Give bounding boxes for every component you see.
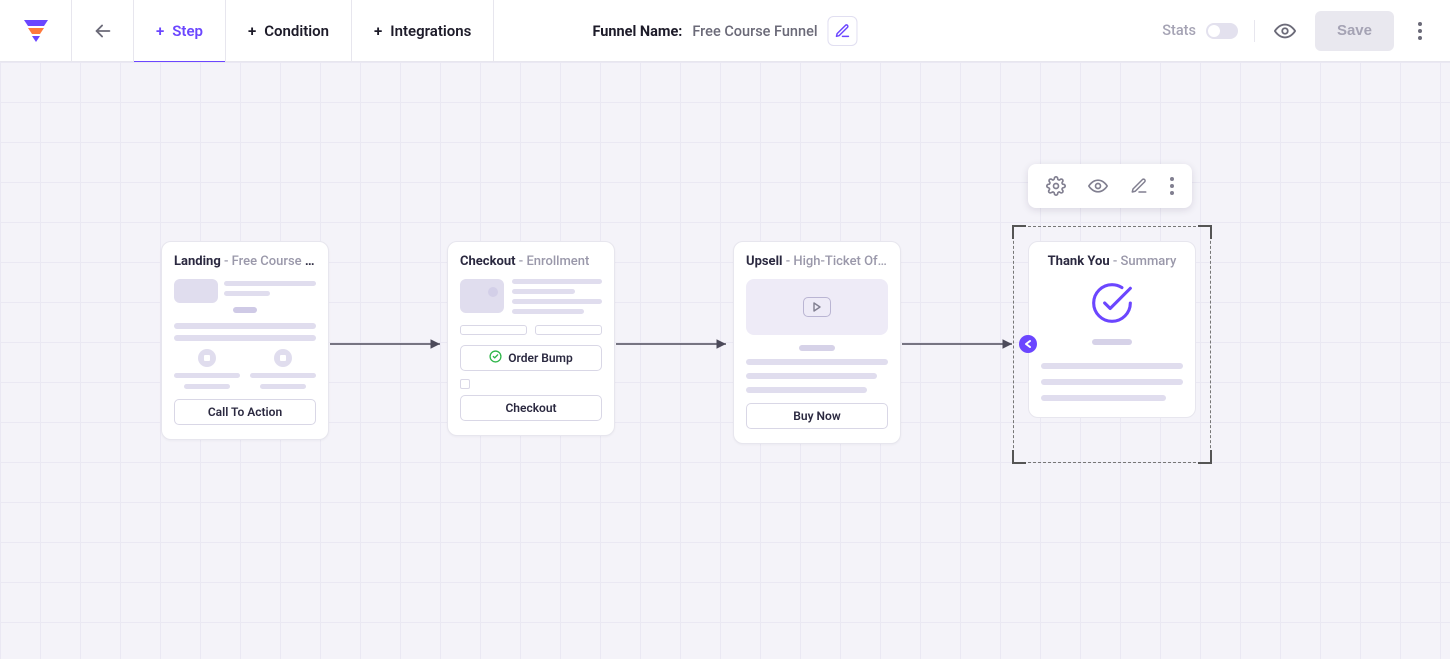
- step-card-checkout[interactable]: Checkout - Enrollment Order Bump Checkou…: [447, 241, 615, 436]
- button-label: Order Bump: [508, 351, 572, 365]
- card-title: Thank You - Summary: [1041, 254, 1183, 269]
- stats-label: Stats: [1162, 22, 1196, 39]
- card-title-text: Thank You: [1048, 254, 1110, 269]
- connector-arrow: [616, 337, 734, 351]
- card-title: Upsell - High-Ticket Of…: [746, 254, 888, 269]
- skeleton-line: [1041, 379, 1183, 385]
- plus-icon: +: [156, 22, 164, 40]
- selection-handle[interactable]: [1012, 225, 1026, 239]
- more-button[interactable]: [1410, 17, 1430, 45]
- buy-now-button[interactable]: Buy Now: [746, 403, 888, 429]
- tab-label: Step: [172, 22, 203, 40]
- card-title: Landing - Free Course Of…: [174, 254, 316, 269]
- card-subtitle: Summary: [1121, 254, 1177, 269]
- card-title-text: Upsell: [746, 254, 782, 269]
- topbar: + Step + Condition + Integrations Funnel…: [0, 0, 1450, 62]
- tab-step[interactable]: + Step: [134, 0, 226, 62]
- save-button[interactable]: Save: [1315, 11, 1394, 51]
- funnel-name-value: Free Course Funnel: [692, 23, 817, 40]
- card-title: Checkout - Enrollment: [460, 254, 602, 269]
- toolbar-tabs: + Step + Condition + Integrations: [134, 0, 494, 62]
- button-label: Buy Now: [793, 409, 840, 423]
- app-logo[interactable]: [0, 0, 72, 62]
- tab-condition[interactable]: + Condition: [226, 0, 352, 62]
- card-subtitle: Enrollment: [526, 254, 589, 269]
- card-cta-button[interactable]: Call To Action: [174, 399, 316, 425]
- more-vertical-icon: [1170, 177, 1174, 195]
- stats-toggle-group: Stats: [1162, 22, 1238, 39]
- skeleton-line: [1041, 395, 1166, 401]
- step-card-landing[interactable]: Landing - Free Course Of… Call To Action: [161, 241, 329, 440]
- connector-port-in[interactable]: [1019, 335, 1037, 353]
- connector-arrow: [902, 337, 1020, 351]
- tab-integrations[interactable]: + Integrations: [352, 0, 494, 62]
- button-label: Checkout: [505, 401, 556, 415]
- pencil-icon: [1130, 177, 1148, 195]
- gear-icon: [1046, 176, 1066, 196]
- card-subtitle: Free Course Of…: [232, 254, 316, 269]
- selection-handle[interactable]: [1198, 450, 1212, 464]
- card-subtitle: High-Ticket Of…: [793, 254, 887, 269]
- play-icon: [803, 297, 831, 317]
- success-check-icon: [1041, 281, 1183, 325]
- pencil-icon: [835, 23, 851, 39]
- check-circle-icon: [489, 350, 502, 366]
- step-more-button[interactable]: [1170, 177, 1174, 195]
- selection-handle[interactable]: [1012, 450, 1026, 464]
- card-preview: [746, 279, 888, 393]
- button-label: Call To Action: [208, 405, 282, 419]
- selection-toolbar: [1028, 164, 1192, 208]
- step-card-thankyou[interactable]: Thank You - Summary: [1028, 241, 1196, 418]
- arrow-left-icon: [1023, 339, 1033, 349]
- card-preview: [174, 279, 316, 389]
- tab-label: Condition: [264, 22, 329, 40]
- divider: [1254, 20, 1255, 42]
- preview-step-button[interactable]: [1088, 176, 1108, 196]
- skeleton-line: [1041, 363, 1183, 369]
- edit-funnel-name-button[interactable]: [828, 16, 858, 46]
- eye-icon: [1274, 20, 1296, 42]
- stats-toggle[interactable]: [1206, 23, 1238, 39]
- eye-icon: [1088, 176, 1108, 196]
- checkbox-placeholder: [460, 379, 470, 389]
- step-card-thankyou-selection[interactable]: Thank You - Summary: [1013, 226, 1211, 463]
- card-title-text: Landing: [174, 254, 221, 269]
- skeleton-line: [1092, 339, 1132, 345]
- edit-step-button[interactable]: [1130, 177, 1148, 195]
- checkout-button[interactable]: Checkout: [460, 395, 602, 421]
- tab-label: Integrations: [390, 22, 471, 40]
- selection-handle[interactable]: [1198, 225, 1212, 239]
- topbar-right: Stats Save: [1162, 0, 1450, 62]
- settings-button[interactable]: [1046, 176, 1066, 196]
- card-preview: [460, 279, 602, 335]
- connector-arrow: [330, 337, 448, 351]
- step-card-upsell[interactable]: Upsell - High-Ticket Of… Buy Now: [733, 241, 901, 444]
- back-button[interactable]: [72, 0, 134, 62]
- order-bump-button[interactable]: Order Bump: [460, 345, 602, 371]
- preview-button[interactable]: [1271, 17, 1299, 45]
- more-vertical-icon: [1418, 22, 1422, 40]
- funnel-name-label: Funnel Name:: [592, 23, 682, 40]
- card-title-text: Checkout: [460, 254, 516, 269]
- canvas[interactable]: Landing - Free Course Of… Call To Action…: [0, 62, 1450, 659]
- plus-icon: +: [374, 22, 382, 40]
- plus-icon: +: [248, 22, 256, 40]
- funnel-name-area: Funnel Name: Free Course Funnel: [592, 0, 857, 62]
